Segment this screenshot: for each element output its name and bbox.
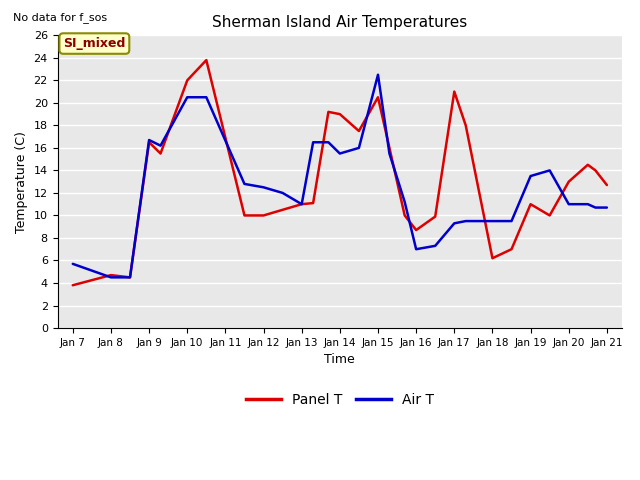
Panel T [145,139,153,145]
Panel T [157,151,164,156]
Air T [324,139,332,145]
Panel T [565,179,573,184]
Panel T [107,272,115,278]
Air T [298,201,305,207]
Panel T [385,145,393,151]
Air T [355,145,363,151]
Air T [336,151,344,156]
Air T [279,190,287,196]
Text: No data for f_sos: No data for f_sos [13,12,107,23]
Air T [565,201,573,207]
Line: Air T: Air T [73,75,607,277]
Air T [107,275,115,280]
Panel T [462,122,470,128]
Air T [126,275,134,280]
Panel T [336,111,344,117]
Panel T [126,275,134,280]
Air T [385,151,393,156]
Panel T [241,213,248,218]
Panel T [298,201,305,207]
Panel T [508,246,515,252]
Panel T [488,255,496,261]
Air T [591,204,599,210]
Panel T [279,207,287,213]
Panel T [324,109,332,115]
Panel T [451,89,458,95]
Y-axis label: Temperature (C): Temperature (C) [15,131,28,233]
Air T [145,137,153,143]
Text: SI_mixed: SI_mixed [63,37,125,50]
Panel T [603,182,611,188]
Air T [309,139,317,145]
Panel T [202,57,210,63]
Air T [584,201,591,207]
Air T [603,204,611,210]
Panel T [309,200,317,206]
Panel T [591,168,599,173]
Air T [462,218,470,224]
Air T [508,218,515,224]
Air T [260,184,268,190]
Air T [241,181,248,187]
Air T [527,173,534,179]
Panel T [355,128,363,134]
Air T [546,168,554,173]
X-axis label: Time: Time [324,353,355,366]
Panel T [546,213,554,218]
Panel T [412,227,420,233]
Panel T [431,214,439,219]
Title: Sherman Island Air Temperatures: Sherman Island Air Temperatures [212,15,467,30]
Panel T [69,282,77,288]
Air T [374,72,382,78]
Air T [412,246,420,252]
Air T [157,143,164,148]
Panel T [184,77,191,83]
Line: Panel T: Panel T [73,60,607,285]
Legend: Panel T, Air T: Panel T, Air T [241,388,440,413]
Panel T [527,201,534,207]
Panel T [584,162,591,168]
Panel T [260,213,268,218]
Panel T [374,95,382,100]
Air T [431,243,439,249]
Air T [451,220,458,226]
Air T [184,95,191,100]
Air T [401,199,408,205]
Air T [202,95,210,100]
Air T [488,218,496,224]
Air T [69,261,77,267]
Panel T [401,213,408,218]
